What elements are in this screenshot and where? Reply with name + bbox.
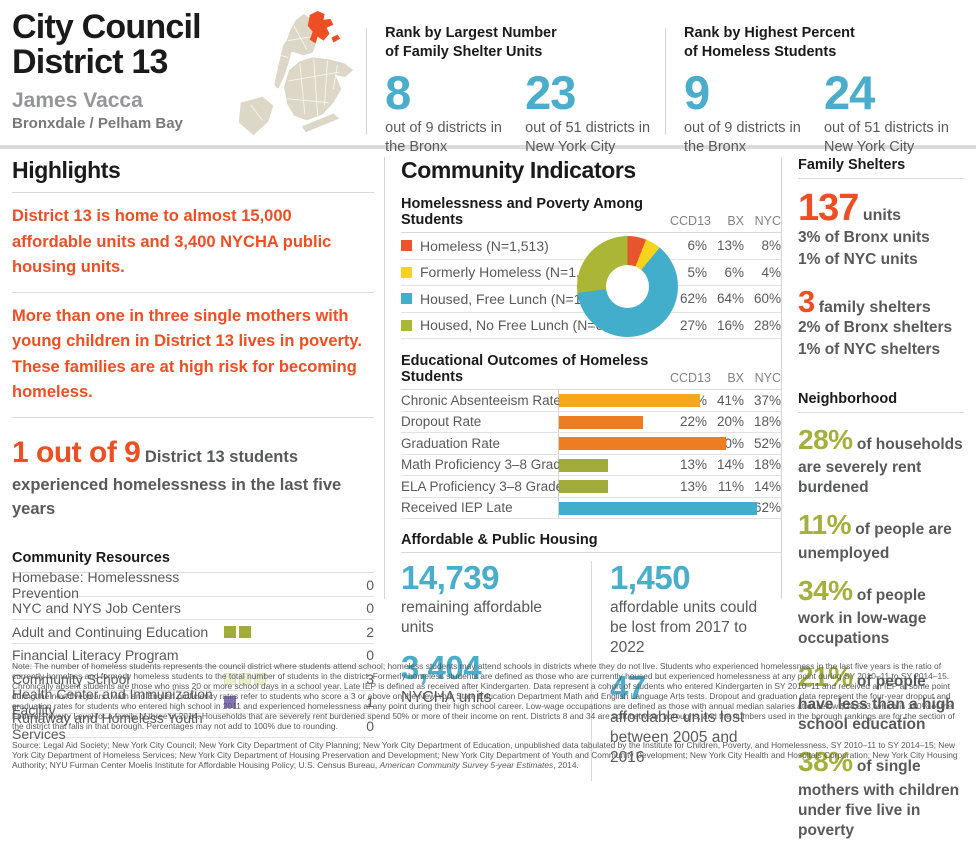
neighborhood-stat: 28% of households are severely rent burd… [798,423,963,497]
highlight-stat-text: District 13 students experienced homeles… [12,447,342,519]
housing-stat: 14,739 remaining affordable units [401,559,543,636]
nyc-district-map [226,10,360,145]
bar-graduation-rate [559,437,727,450]
rank-stat: 9 out of 9 districts in the Bronx [683,65,824,157]
header-divider-1 [366,28,368,135]
rank-stat: 24 out of 51 districts in New York City [823,65,964,157]
housing-stat: 1,450 affordable units could be lost fro… [610,559,758,656]
resource-count-squares [224,625,352,638]
family-shelter-stat: 3 family shelters 2% of Bronx shelters 1… [798,284,953,359]
bar-received-iep-late [559,501,757,515]
poverty-table: Homeless (N=1,513) 6% 13% 8% Formerly Ho… [401,233,781,339]
neighborhood-section: Neighborhood 28% of households are sever… [798,391,964,841]
outcomes-table-header: Educational Outcomes of Homeless Student… [401,353,781,390]
column-divider-1 [384,157,385,599]
family-shelter-stat: 137 units 3% of Bronx units 1% of NYC un… [798,187,930,268]
community-indicators-title: Community Indicators [401,157,636,183]
rank-heading: Rank by Highest Percent of Homeless Stud… [683,25,855,60]
outcomes-table: Chronic Absenteeism Rate 37% 41% 37% Dro… [401,390,781,519]
rank-stat: 23 out of 51 districts in New York City [525,65,665,157]
neighborhood-stat: 34% of people work in low-wage occupatio… [798,574,927,648]
bar-math-proficiency [559,458,609,472]
neighborhood-stat: 21% of people have less than a high scho… [798,660,955,734]
page-title-line2: District 13 [12,42,168,81]
table-row: Graduation Rate 44% 50% 52% [401,433,781,455]
rank-homeless-students: Rank by Highest Percent of Homeless Stud… [666,10,964,155]
nyc-map-svg [239,10,354,136]
column-header-ccd13: CCD13 [670,214,711,228]
list-item: NYC and NYS Job Centers 0 [12,597,374,621]
rank-family-shelter-units: Rank by Largest Number of Family Shelter… [367,10,665,155]
column-header-bx: BX [727,214,744,228]
community-resources-title: Community Resources [12,550,374,574]
resource-count-squares [224,696,352,709]
footnote: Note: The number of homeless students re… [12,661,955,732]
rank-value: 8 [385,65,411,119]
highlight-paragraph: More than one in three single mothers wi… [12,293,374,418]
legend-square-homeless [401,240,412,252]
rank-heading: Rank by Largest Number of Family Shelter… [385,25,557,60]
rank-value: 24 [823,65,875,119]
rank-caption: out of 9 districts in the Bronx [385,120,502,155]
header-divider-2 [665,28,666,135]
housing-header: Affordable & Public Housing [401,532,781,553]
bar-axis-line [558,390,559,519]
bar-ela-proficiency [559,480,609,493]
highlights-title: Highlights [12,157,374,193]
resource-count-squares [224,672,352,685]
community-resources: Community Resources Homebase: Homelessne… [12,550,374,742]
rank-value: 9 [683,65,710,119]
list-item: Community School 3 [12,667,374,691]
neighborhood-names: Bronxdale / Pelham Bay [12,115,183,133]
header-rule [0,145,976,149]
community-indicators-column: Community Indicators Homelessness and Po… [385,157,781,782]
list-item: Financial Literacy Program 0 [12,644,374,668]
housing-stat: 3,404 NYCHA units [401,648,492,706]
table-row: Received IEP Late 52% 62% 62% [401,498,781,519]
table-row: Housed, No Free Lunch (N=6,273) 27% 16% … [401,313,781,339]
highlights-column: Highlights District 13 is home to almost… [12,157,384,742]
council-member-name: James Vacca [12,89,143,113]
table-row: Math Proficiency 3–8 Grade 13% 14% 18% [401,455,781,476]
donut-chart [577,236,678,337]
table-row: Chronic Absenteeism Rate 37% 41% 37% [401,390,781,412]
rank-value: 23 [525,65,576,119]
neighborhood-title: Neighborhood [798,391,964,413]
neighborhood-stat: 11% of people are unemployed [798,509,952,562]
highlight-stat: 1 out of 9 District 13 students experien… [12,418,374,522]
legend-square-formerly-homeless [401,266,412,278]
page-title: City Council District 13 [12,10,226,79]
body: Highlights District 13 is home to almost… [0,149,976,839]
rank-caption: out of 9 districts in the Bronx [683,120,801,155]
column-header-nyc: NYC [754,214,781,228]
poverty-table-header: Homelessness and Poverty Among Students … [401,196,781,233]
housing-stats: 14,739 remaining affordable units 3,404 … [401,559,781,782]
rank-caption: out of 51 districts in New York City [823,120,949,155]
family-shelters-title: Family Shelters [798,157,964,179]
rank-stat: 8 out of 9 districts in the Bronx [385,65,525,157]
header: City Council District 13 James Vacca Bro… [0,0,976,155]
highlight-paragraph: District 13 is home to almost 15,000 aff… [12,193,374,293]
bar-chronic-absenteeism [559,394,700,407]
legend-square-housed-free-lunch [401,293,412,305]
legend-square-housed-no-free-lunch [401,319,412,331]
district-13-shape [308,10,334,44]
rank-caption: out of 51 districts in New York City [525,120,651,155]
table-row: Dropout Rate 22% 20% 18% [401,412,781,433]
bar-dropout-rate [559,415,643,429]
column-divider-2 [781,157,782,599]
list-item: Homebase: Homelessness Prevention 0 [12,568,374,601]
table-row: ELA Proficiency 3–8 Grade 13% 11% 14% [401,476,781,498]
list-item: Runaway and Homeless Youth Services 0 [12,709,374,742]
title-block: City Council District 13 James Vacca Bro… [12,10,226,145]
right-column: Family Shelters 137 units 3% of Bronx un… [782,157,964,839]
list-item: Adult and Continuing Education 2 [12,620,374,644]
page-title-line1: City Council [12,8,202,46]
highlight-stat-value: 1 out of 9 [12,435,141,469]
list-item: Health Center and Immunization Facility … [12,686,374,719]
